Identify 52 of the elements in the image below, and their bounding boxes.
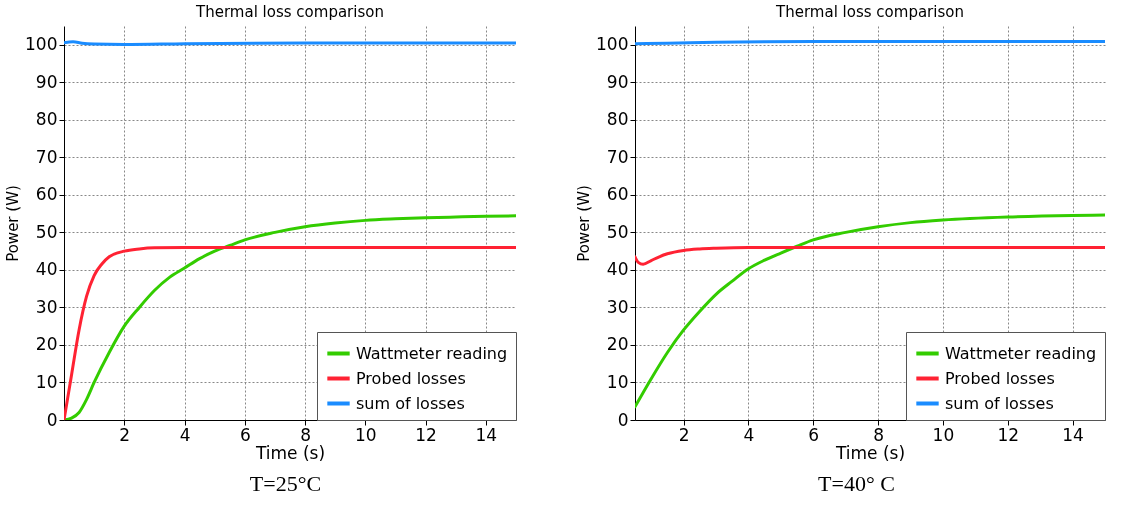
y-tick-label: 30 <box>35 296 58 317</box>
y-tick-label: 20 <box>35 334 58 355</box>
legend-label: sum of losses <box>356 393 465 413</box>
x-tick-label: 4 <box>743 424 755 445</box>
x-tick-label: 6 <box>239 424 251 445</box>
y-tick-label: 40 <box>35 259 58 280</box>
y-tick-label: 10 <box>35 371 58 392</box>
legend-label: Wattmeter reading <box>356 343 508 363</box>
legend-label: Wattmeter reading <box>945 343 1097 363</box>
text: T=25°C <box>248 471 323 497</box>
y-tick-label: 100 <box>596 34 629 55</box>
y-tick-label: 70 <box>606 146 629 167</box>
y-tick-label: 30 <box>606 296 629 317</box>
y-tick-label: 90 <box>606 71 629 92</box>
y-tick-label: 80 <box>35 109 58 130</box>
y-tick-label: 70 <box>35 146 58 167</box>
y-tick-label: 60 <box>35 184 58 205</box>
x-tick-label: 6 <box>808 424 820 445</box>
y-tick-label: 10 <box>606 371 629 392</box>
y-tick-label: 20 <box>606 334 629 355</box>
line-series <box>635 245 1105 266</box>
x-tick-label: 8 <box>873 424 885 445</box>
y-tick-label: 50 <box>35 221 58 242</box>
y-axis-title: Power (W) <box>575 185 594 262</box>
y-tick-label: 40 <box>606 259 629 280</box>
x-tick-label: 8 <box>300 424 311 445</box>
text: T=40° C <box>817 471 896 497</box>
x-axis-title: Time (s) <box>834 442 906 463</box>
y-tick-label: 50 <box>606 221 629 242</box>
y-tick-label: 60 <box>606 184 629 205</box>
legend-label: Probed losses <box>945 368 1055 388</box>
y-tick-label: 0 <box>617 409 629 430</box>
y-tick-label: 80 <box>606 109 629 130</box>
x-tick-label: 14 <box>1062 424 1084 445</box>
legend-label: Probed losses <box>356 368 466 388</box>
y-tick-label: 90 <box>35 71 58 92</box>
x-axis-title: Time (s) <box>254 442 326 463</box>
legend-label: sum of losses <box>945 393 1054 413</box>
x-tick-label: 12 <box>997 424 1020 445</box>
line-series <box>635 213 1105 409</box>
y-axis-title: Power (W) <box>4 185 23 262</box>
x-tick-label: 10 <box>932 424 955 445</box>
x-tick-label: 2 <box>119 424 131 445</box>
chart-title: Thermal loss comparison <box>775 3 964 21</box>
x-tick-label: 10 <box>355 424 377 445</box>
x-tick-label: 14 <box>475 424 498 445</box>
x-tick-label: 12 <box>415 424 437 445</box>
chart-title: Thermal loss comparison <box>195 3 384 21</box>
x-tick-label: 4 <box>179 424 191 445</box>
y-tick-label: 0 <box>46 409 58 430</box>
y-tick-label: 100 <box>25 34 58 55</box>
x-tick-label: 2 <box>678 424 690 445</box>
